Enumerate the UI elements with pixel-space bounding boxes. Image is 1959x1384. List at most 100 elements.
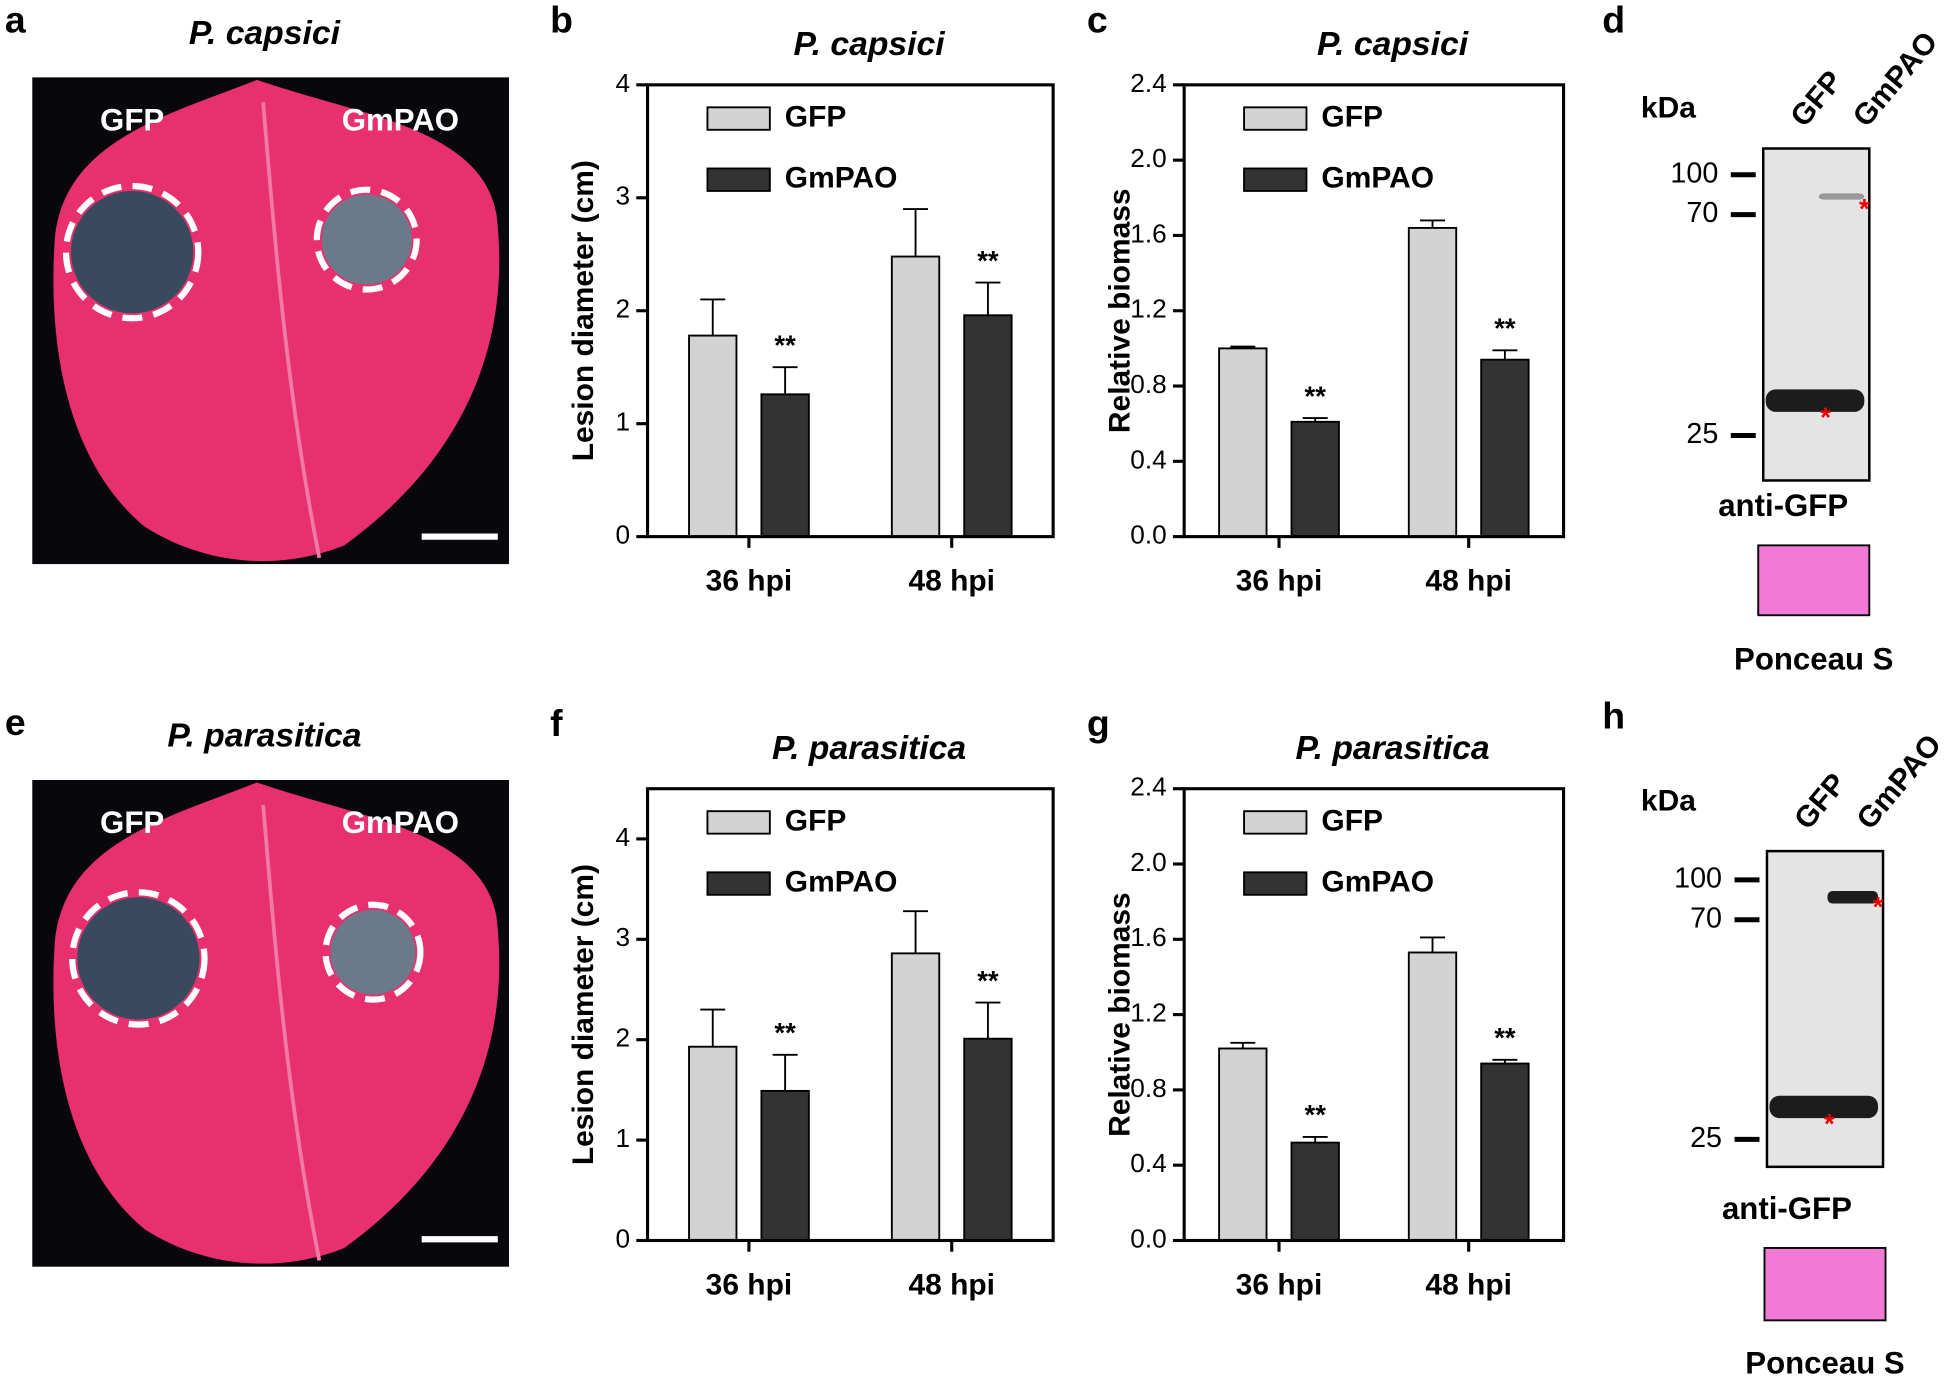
plot-frame xyxy=(645,83,1055,539)
bar xyxy=(688,334,738,538)
marker-label: 25 xyxy=(1686,418,1718,450)
inoculation-circle xyxy=(313,186,420,293)
y-tick-label: 4 xyxy=(615,68,630,98)
error-bar xyxy=(1230,1041,1256,1049)
marker-label: 100 xyxy=(1670,157,1718,189)
y-axis-label: Relative biomass xyxy=(1104,188,1137,433)
legend-label: GFP xyxy=(1321,100,1383,133)
leaf-vein xyxy=(261,804,322,1261)
y-tick-label: 2.4 xyxy=(1130,68,1166,98)
error-bar xyxy=(903,910,929,954)
spot-label: GFP xyxy=(100,805,164,840)
y-tick-label: 1.2 xyxy=(1130,294,1166,324)
y-tick-label: 0.0 xyxy=(1130,1223,1166,1253)
x-tick-label: 36 hpi xyxy=(706,565,793,598)
chart-title: P. parasitica xyxy=(772,730,966,767)
bar xyxy=(963,1037,1013,1242)
y-tick-label: 0.4 xyxy=(1130,1148,1166,1178)
y-tick-label: 2 xyxy=(615,1023,630,1053)
unit-label: kDa xyxy=(1641,92,1696,125)
panel-label: e xyxy=(5,701,26,743)
bar xyxy=(1480,358,1530,538)
lane-label: GmPAO xyxy=(1847,26,1945,133)
legend-swatch xyxy=(706,810,771,835)
spot-label: GFP xyxy=(100,103,164,138)
error-bar xyxy=(1230,345,1256,349)
spot-label: GmPAO xyxy=(342,103,459,138)
marker-label: 25 xyxy=(1690,1122,1722,1154)
chart-title: P. capsici xyxy=(794,26,946,63)
lesion xyxy=(321,194,412,285)
lane-label: GFP xyxy=(1784,65,1849,133)
significance: ** xyxy=(1494,313,1516,344)
marker-label: 100 xyxy=(1674,862,1722,894)
error-bar xyxy=(772,1053,798,1091)
panel-label: h xyxy=(1602,695,1625,737)
legend-swatch xyxy=(706,871,771,896)
error-bar xyxy=(1420,219,1445,228)
legend-swatch xyxy=(1243,167,1308,192)
plot-frame xyxy=(1182,787,1566,1243)
error-bar xyxy=(975,1001,1001,1039)
unit-label: kDa xyxy=(1641,784,1696,817)
x-tick-label: 48 hpi xyxy=(1425,1269,1512,1302)
panel-label: a xyxy=(5,0,27,40)
y-axis-label: Lesion diameter (cm) xyxy=(567,864,600,1165)
y-tick-label: 3 xyxy=(615,181,630,211)
legend-label: GmPAO xyxy=(785,162,898,195)
bar xyxy=(760,393,810,538)
band-marker: * xyxy=(1873,891,1884,922)
stain-label: Ponceau S xyxy=(1745,1346,1904,1381)
bar xyxy=(1407,226,1458,538)
error-bar xyxy=(700,298,726,336)
chart-title: P. capsici xyxy=(1317,26,1469,63)
legend-label: GmPAO xyxy=(1321,865,1434,898)
legend-label: GFP xyxy=(1321,804,1383,837)
bar xyxy=(688,1045,738,1242)
y-tick-label: 1.2 xyxy=(1130,998,1166,1028)
band-marker: * xyxy=(1859,193,1870,224)
y-tick-label: 1.6 xyxy=(1130,922,1166,952)
x-tick-label: 36 hpi xyxy=(1236,1269,1323,1302)
antibody-label: anti-GFP xyxy=(1722,1191,1852,1226)
antibody-label: anti-GFP xyxy=(1718,488,1848,523)
x-tick-label: 36 hpi xyxy=(1236,565,1323,598)
chart-title: P. parasitica xyxy=(1296,730,1490,767)
stain-label: Ponceau S xyxy=(1734,642,1893,677)
y-tick-label: 2 xyxy=(615,294,630,324)
y-axis-label: Relative biomass xyxy=(1104,892,1137,1137)
panel-label: f xyxy=(550,702,563,744)
leaf-vein xyxy=(261,102,322,559)
inoculation-circle xyxy=(62,182,202,322)
significance: ** xyxy=(1494,1022,1516,1053)
band xyxy=(1769,1095,1879,1119)
error-bar xyxy=(975,281,1001,316)
error-bar xyxy=(1302,1136,1328,1143)
legend-label: GmPAO xyxy=(785,865,898,898)
error-bar xyxy=(1302,417,1328,422)
leaf xyxy=(53,782,500,1264)
panel-label: d xyxy=(1602,0,1625,40)
panel-label: b xyxy=(550,0,573,40)
panel-label: g xyxy=(1087,702,1110,744)
y-tick-label: 4 xyxy=(615,822,630,852)
legend-swatch xyxy=(1243,106,1308,131)
significance: ** xyxy=(774,1017,796,1048)
x-tick-label: 48 hpi xyxy=(908,565,995,598)
legend-label: GFP xyxy=(785,804,847,837)
lesion xyxy=(77,897,200,1020)
bar xyxy=(760,1089,810,1242)
x-tick-label: 36 hpi xyxy=(706,1269,793,1302)
bar xyxy=(1218,1047,1268,1242)
y-tick-label: 0.4 xyxy=(1130,444,1166,474)
bar xyxy=(1407,951,1458,1242)
legend-swatch xyxy=(706,106,771,131)
photo-title: P. capsici xyxy=(189,15,341,52)
ponceau-stain xyxy=(1763,1247,1887,1322)
error-bar xyxy=(1492,1058,1518,1064)
legend-label: GmPAO xyxy=(1321,162,1434,195)
bar xyxy=(890,255,941,538)
y-tick-label: 0.8 xyxy=(1130,1073,1166,1103)
spot-label: GmPAO xyxy=(342,805,459,840)
